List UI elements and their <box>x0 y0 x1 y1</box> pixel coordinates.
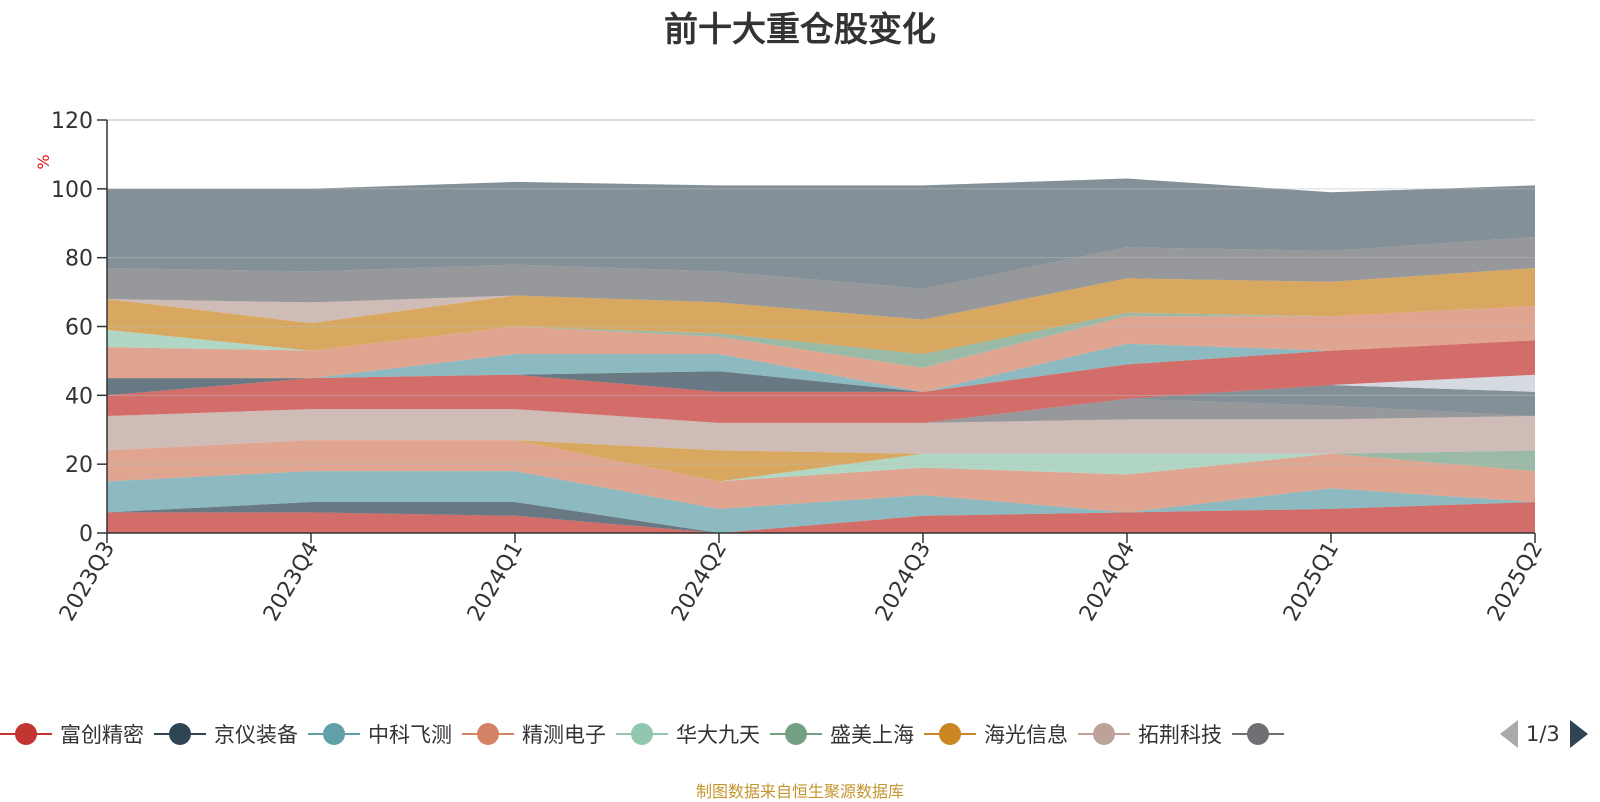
y-tick-label: 60 <box>65 316 93 341</box>
y-tick-label: 20 <box>65 453 93 478</box>
legend-marker-icon <box>154 722 206 746</box>
legend-marker-icon <box>924 722 976 746</box>
x-tick-label: 2025Q2 <box>1483 538 1548 626</box>
area-series-21[interactable] <box>107 178 1535 289</box>
y-tick-label: 100 <box>51 178 93 203</box>
y-tick-label: 80 <box>65 247 93 272</box>
legend-item[interactable]: 盛美上海 <box>770 717 914 751</box>
legend-item[interactable]: 富创精密 <box>0 717 144 751</box>
previous-page-icon[interactable] <box>1500 720 1518 748</box>
y-axis-label: % <box>34 154 53 169</box>
legend-label: 富创精密 <box>60 723 144 747</box>
area-series-5[interactable] <box>107 440 1535 482</box>
legend-marker-icon <box>0 722 52 746</box>
x-tick-label: 2025Q1 <box>1279 538 1344 626</box>
legend-pager: 1/3 <box>1500 717 1588 751</box>
area-series-layer <box>107 178 1535 533</box>
x-tick-label: 2024Q1 <box>463 538 528 626</box>
legend-label: 精测电子 <box>522 723 606 747</box>
area-series-9[interactable] <box>107 398 1535 423</box>
area-series-3[interactable] <box>107 471 1535 533</box>
legend-item[interactable]: 拓荆科技 <box>1078 717 1222 751</box>
legend-marker-icon <box>1232 722 1284 746</box>
y-tick-label: 40 <box>65 384 93 409</box>
area-series-8[interactable] <box>107 409 1535 454</box>
legend-label: 华大九天 <box>676 723 760 747</box>
next-page-icon[interactable] <box>1569 720 1588 748</box>
legend-item[interactable] <box>1232 717 1292 751</box>
legend-label: 盛美上海 <box>830 723 914 747</box>
y-tick-label: 120 <box>51 109 93 134</box>
x-tick-label: 2024Q3 <box>871 538 936 626</box>
legend-marker-icon <box>616 722 668 746</box>
legend-marker-icon <box>308 722 360 746</box>
legend-item[interactable]: 京仪装备 <box>154 717 298 751</box>
x-tick-label: 2024Q2 <box>667 538 732 626</box>
legend-item[interactable]: 精测电子 <box>462 717 606 751</box>
chart-title: 前十大重仓股变化 <box>664 10 936 50</box>
legend-label: 海光信息 <box>984 723 1068 747</box>
area-series-2[interactable] <box>107 502 1535 533</box>
y-tick-label: 0 <box>79 522 93 547</box>
area-series-7[interactable] <box>107 440 1535 482</box>
area-series-10[interactable] <box>107 385 1535 423</box>
legend-item[interactable]: 中科飞测 <box>308 717 452 751</box>
legend-marker-icon <box>770 722 822 746</box>
area-series-12[interactable] <box>107 340 1535 423</box>
legend-label: 中科飞测 <box>368 723 452 747</box>
x-tick-label: 2023Q4 <box>259 538 324 626</box>
legend-label: 京仪装备 <box>214 723 298 747</box>
legend-marker-icon <box>462 722 514 746</box>
area-series-4[interactable] <box>107 440 1535 513</box>
page-indicator: 1/3 <box>1526 722 1560 746</box>
legend-item[interactable]: 海光信息 <box>924 717 1068 751</box>
x-tick-label: 2024Q4 <box>1075 538 1140 626</box>
area-series-13[interactable] <box>107 340 1535 396</box>
legend-item[interactable]: 华大九天 <box>616 717 760 751</box>
area-series-14[interactable] <box>107 340 1535 392</box>
area-series-1[interactable] <box>107 502 1535 533</box>
legend: 富创精密 京仪装备 中科飞测 精测电子 华大九天 盛美上海 海光信息 拓荆科技 <box>0 717 1505 751</box>
legend-label: 拓荆科技 <box>1138 723 1222 747</box>
x-tick-label: 2023Q3 <box>55 538 120 626</box>
grid-layer <box>107 119 1535 465</box>
data-source-note: 制图数据来自恒生聚源数据库 <box>695 782 904 801</box>
area-series-15[interactable] <box>107 305 1535 392</box>
legend-marker-icon <box>1078 722 1130 746</box>
